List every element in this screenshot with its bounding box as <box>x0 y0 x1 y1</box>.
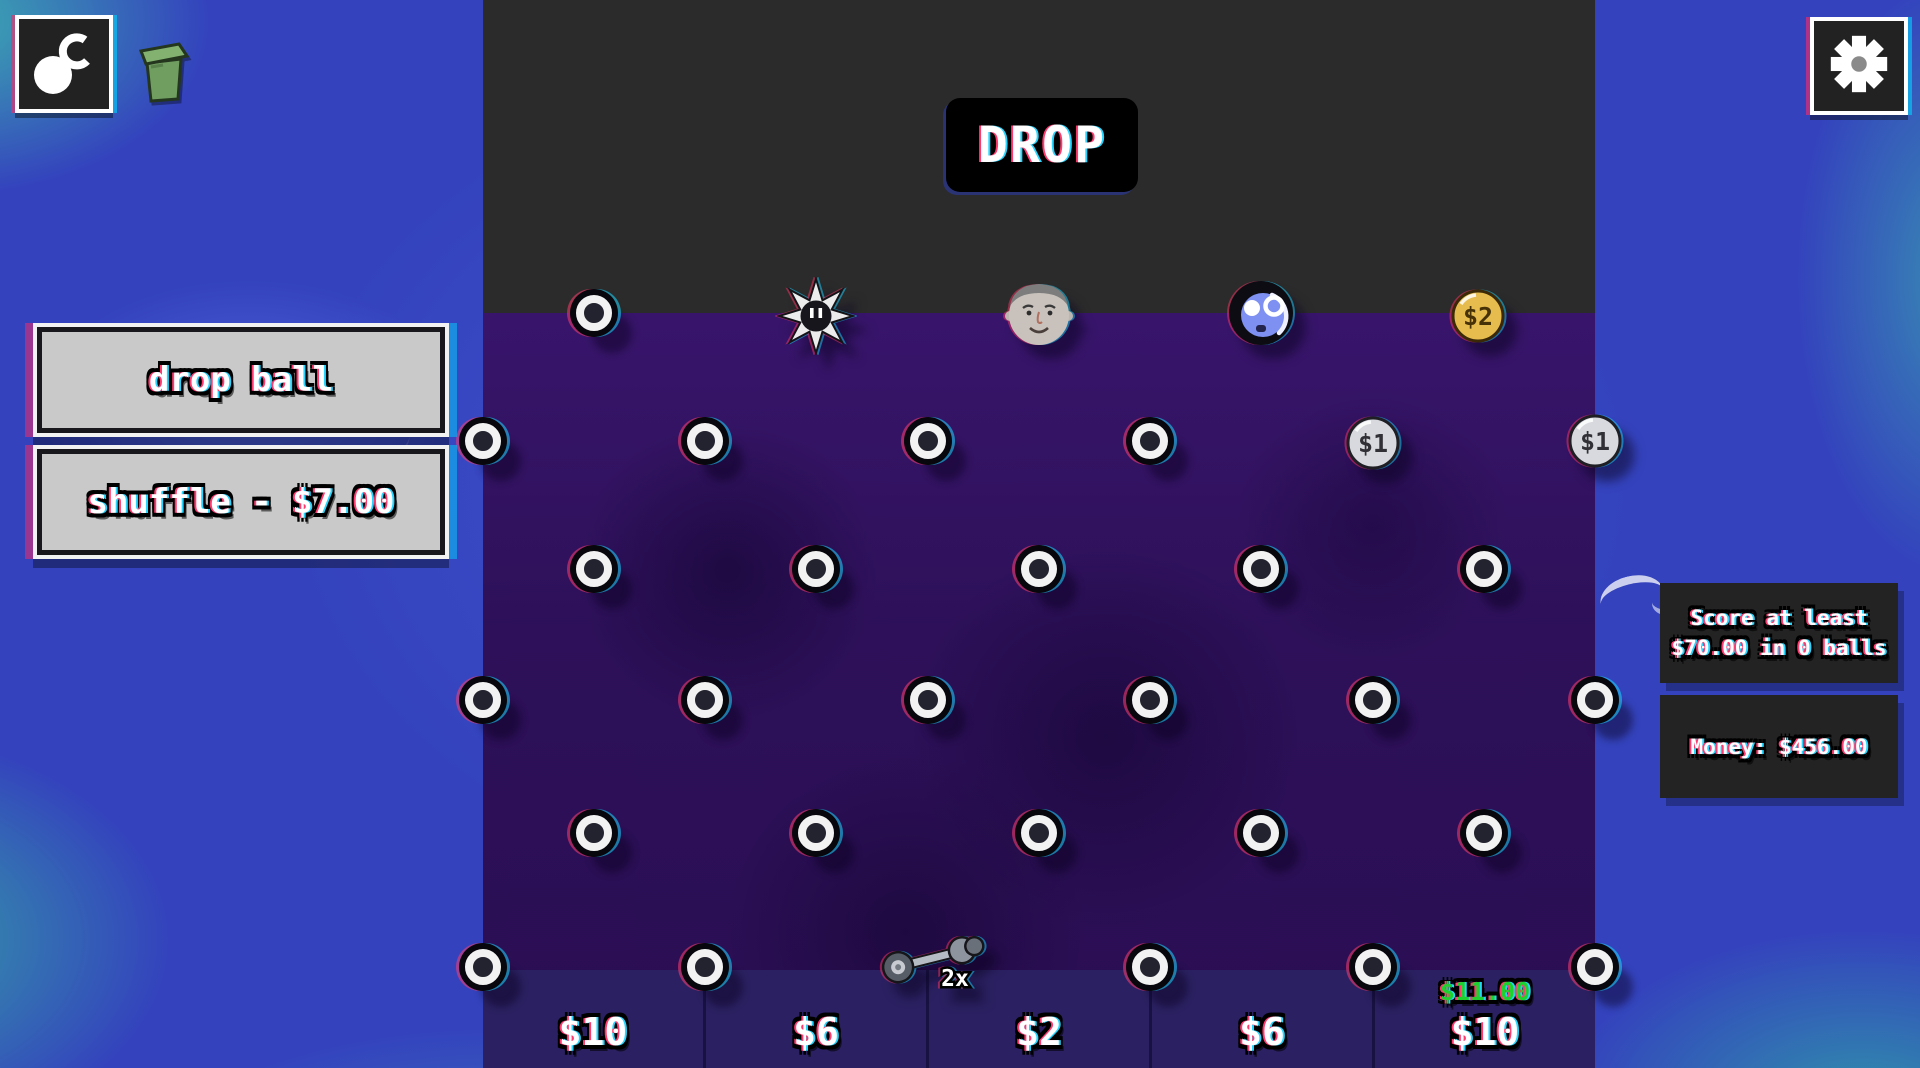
payout-slot-10: $10 <box>483 970 703 1068</box>
money-panel: Money: $456.00 <box>1660 695 1898 798</box>
peg <box>1132 423 1168 459</box>
payout-slot-6: $6 <box>1149 970 1372 1068</box>
slot-payout-label: $2 <box>1016 1010 1062 1054</box>
peg <box>576 815 612 851</box>
face-peg <box>1004 278 1074 352</box>
objective-panel: Score at least $70.00 in 0 balls <box>1660 583 1898 683</box>
ball-select-button[interactable] <box>15 15 113 113</box>
peg <box>1577 682 1613 718</box>
slot-payout-label: $10 <box>1450 1010 1520 1054</box>
peg <box>576 551 612 587</box>
slot-bonus-value: $11.00 <box>1439 977 1531 1006</box>
shuffle-button[interactable]: shuffle - $7.00 <box>37 449 445 555</box>
money-value: Money: $456.00 <box>1690 734 1868 759</box>
peg <box>910 423 946 459</box>
spike-ball-peg <box>775 275 857 359</box>
peg <box>465 949 501 985</box>
peg <box>1577 949 1613 985</box>
coin-peg-1: $1 <box>1345 415 1401 475</box>
slot-payout-label: $6 <box>793 1010 839 1054</box>
peg <box>1243 815 1279 851</box>
peg <box>687 423 723 459</box>
peg <box>1355 682 1391 718</box>
coin-peg-1: $1 <box>1567 413 1623 473</box>
slot-payout-label: $10 <box>558 1010 628 1054</box>
peg <box>1466 815 1502 851</box>
title-plate: DROP <box>946 98 1138 192</box>
peg <box>798 815 834 851</box>
board-play-area <box>483 313 1595 1068</box>
svg-text:$2: $2 <box>1463 302 1493 331</box>
peg <box>1021 551 1057 587</box>
payout-slot-2: $2 <box>926 970 1149 1068</box>
peg <box>910 682 946 718</box>
svg-text:2x: 2x <box>941 966 969 992</box>
page-title: DROP <box>977 116 1107 174</box>
payout-slot-6: $6 <box>703 970 926 1068</box>
discard-button[interactable] <box>133 33 195 107</box>
peg <box>465 682 501 718</box>
peg <box>1132 682 1168 718</box>
drop-ball-button[interactable]: drop ball <box>37 327 445 433</box>
payout-slot-10: $11.00 $10 <box>1372 970 1595 1068</box>
objective-line2: $70.00 in 0 balls <box>1671 636 1887 660</box>
gear-icon <box>1828 33 1890 99</box>
peg <box>1132 949 1168 985</box>
peg <box>1243 551 1279 587</box>
shocked-face-peg <box>1226 278 1296 352</box>
objective-line1: Score at least <box>1690 606 1868 630</box>
peg <box>798 551 834 587</box>
peg <box>465 423 501 459</box>
shuffle-button-label: shuffle - $7.00 <box>87 482 395 522</box>
settings-button[interactable] <box>1810 17 1908 115</box>
score-slot-row: $10 $6 $2 $6 $11.00 $10 <box>483 970 1595 1068</box>
peg <box>1466 551 1502 587</box>
svg-text:$1: $1 <box>1358 429 1388 458</box>
trash-icon <box>133 42 195 111</box>
peg <box>687 682 723 718</box>
peg <box>1355 949 1391 985</box>
peg <box>687 949 723 985</box>
dumbbell-peg: 2x <box>875 920 995 1004</box>
coin-peg-2: $2 <box>1450 288 1506 348</box>
ball-and-crescent-icon <box>27 25 101 103</box>
slot-payout-label: $6 <box>1239 1010 1285 1054</box>
peg <box>576 295 612 331</box>
peg <box>1021 815 1057 851</box>
drop-ball-button-label: drop ball <box>148 360 334 400</box>
svg-text:$1: $1 <box>1580 427 1610 456</box>
